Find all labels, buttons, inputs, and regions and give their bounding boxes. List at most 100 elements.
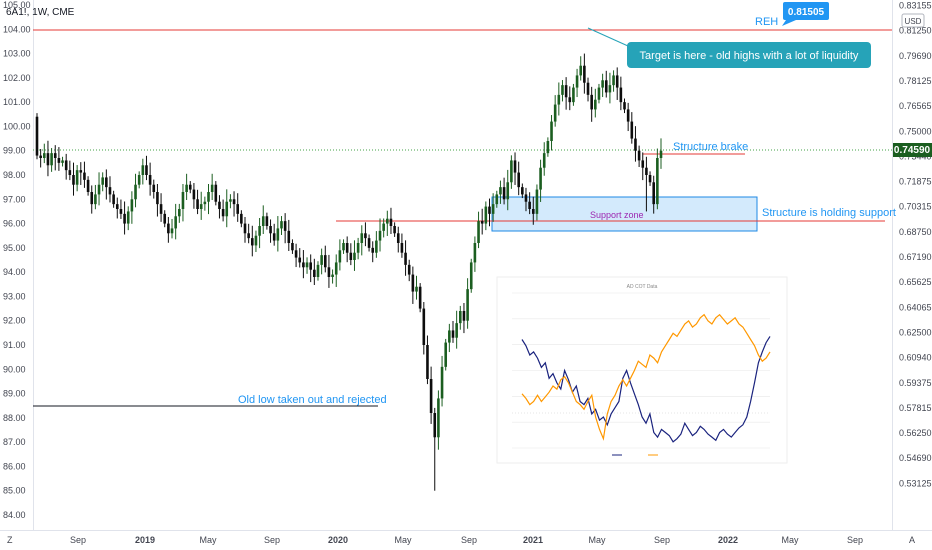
reh-price-tag[interactable]: 0.81505 bbox=[782, 2, 829, 26]
candle-down bbox=[364, 233, 367, 239]
right-axis-tick-label: 0.59375 bbox=[899, 378, 932, 388]
time-axis-tick-label: Sep bbox=[70, 535, 86, 545]
time-axis[interactable]: Sep 2019 May Sep 2020 May Sep 2021 May Sep 2022 May… bbox=[70, 535, 863, 545]
candle-up bbox=[575, 75, 579, 88]
support-zone-label[interactable]: Support zone bbox=[590, 210, 644, 220]
candle-down bbox=[524, 194, 528, 202]
candle-down bbox=[407, 264, 411, 275]
candle-down bbox=[72, 175, 75, 185]
candle-up bbox=[550, 121, 553, 141]
candle-down bbox=[108, 187, 112, 195]
currency-badge-box bbox=[901, 13, 925, 28]
candle-down bbox=[86, 179, 90, 192]
timezone-button[interactable]: Z bbox=[7, 535, 13, 545]
candle-up bbox=[546, 141, 550, 154]
candle-down bbox=[64, 160, 68, 171]
right-axis-tick-label: 0.67190 bbox=[899, 252, 932, 262]
candle-down bbox=[145, 165, 148, 175]
candle-up bbox=[276, 228, 280, 241]
candle-up bbox=[130, 199, 134, 212]
candle-up bbox=[50, 153, 53, 166]
candle-down bbox=[123, 213, 126, 224]
time-axis-tick-label: Sep bbox=[847, 535, 863, 545]
candle-down bbox=[411, 274, 415, 292]
time-axis-tick-label: 2020 bbox=[328, 535, 348, 545]
time-axis-tick-label: Sep bbox=[654, 535, 670, 545]
candle-up bbox=[134, 184, 137, 200]
candle-down bbox=[371, 247, 375, 253]
candle-up bbox=[444, 342, 448, 367]
candle-down bbox=[302, 262, 305, 268]
candle-down bbox=[192, 189, 196, 200]
candle-up bbox=[594, 99, 597, 110]
candle-down bbox=[90, 192, 94, 205]
right-axis-tick-label: 0.76565 bbox=[899, 101, 932, 111]
candle-up bbox=[225, 201, 229, 217]
structure-brake-label[interactable]: Structure brake bbox=[673, 141, 748, 153]
cot-inset-frame bbox=[496, 276, 788, 464]
candle-down bbox=[243, 223, 247, 234]
candle-up bbox=[178, 209, 181, 217]
candle-up bbox=[437, 398, 440, 438]
left-axis-tick-label: 90.00 bbox=[3, 364, 26, 374]
candle-up bbox=[258, 226, 261, 236]
candle-up bbox=[557, 94, 561, 105]
cot-gridlines bbox=[512, 292, 770, 449]
time-axis-tick-label: Sep bbox=[264, 535, 280, 545]
current-price-tag[interactable]: 0.74590 bbox=[893, 143, 932, 157]
auto-scale-button[interactable]: A bbox=[909, 535, 915, 545]
candle-up bbox=[448, 330, 451, 343]
candle-down bbox=[188, 184, 192, 190]
candle-up bbox=[174, 216, 177, 229]
target-callout-connector bbox=[587, 27, 629, 47]
candle-up bbox=[601, 80, 604, 88]
candle-down bbox=[269, 226, 272, 234]
reh-price-tag-box bbox=[783, 2, 829, 20]
candle-up bbox=[386, 218, 389, 224]
right-axis-tick-label: 0.78125 bbox=[899, 76, 932, 86]
left-axis-tick-label: 86.00 bbox=[3, 461, 26, 471]
candle-up bbox=[477, 221, 480, 243]
candle-up bbox=[499, 187, 502, 195]
candle-down bbox=[115, 204, 119, 209]
target-callout[interactable]: Target is here - old highs with a lot of… bbox=[627, 42, 871, 68]
holding-support-label[interactable]: Structure is holding support bbox=[762, 207, 896, 219]
left-price-axis[interactable]: 105.00 104.00 103.00 102.00 101.00 100.00 99.0… bbox=[3, 0, 31, 520]
candle-up bbox=[572, 87, 575, 103]
currency-badge-text: USD bbox=[905, 17, 922, 26]
target-callout-box bbox=[627, 42, 871, 68]
candle-down bbox=[345, 243, 349, 253]
candle-up bbox=[126, 211, 130, 224]
target-callout-text: Target is here - old highs with a lot of… bbox=[640, 50, 859, 62]
left-axis-tick-label: 98.00 bbox=[3, 170, 26, 180]
chart-symbol-title[interactable]: 6A1!, 1W, CME bbox=[6, 7, 75, 18]
time-axis-tick-label: May bbox=[781, 535, 799, 545]
candle-up bbox=[229, 199, 232, 202]
candle-down bbox=[433, 413, 437, 438]
candle-down bbox=[112, 194, 115, 205]
left-axis-tick-label: 104.00 bbox=[3, 24, 31, 34]
candle-down bbox=[152, 184, 156, 192]
reh-label[interactable]: REH bbox=[755, 16, 778, 28]
candle-up bbox=[506, 182, 510, 200]
left-axis-tick-label: 105.00 bbox=[3, 0, 31, 10]
candle-up bbox=[491, 204, 495, 214]
candle-down bbox=[568, 97, 572, 103]
candle-up bbox=[469, 262, 473, 290]
candle-down bbox=[513, 160, 517, 173]
candle-down bbox=[637, 150, 641, 161]
candle-down bbox=[488, 206, 491, 214]
candle-down bbox=[604, 80, 608, 93]
left-axis-tick-label: 85.00 bbox=[3, 486, 26, 496]
candle-down bbox=[349, 252, 353, 260]
candle-up bbox=[75, 170, 79, 185]
cot-inset-chart[interactable]: AD COT Data bbox=[496, 276, 788, 464]
candle-down bbox=[119, 209, 123, 214]
left-axis-tick-label: 88.00 bbox=[3, 413, 26, 423]
old-low-label[interactable]: Old low taken out and rejected bbox=[238, 394, 387, 406]
left-axis-tick-label: 103.00 bbox=[3, 49, 31, 59]
candle-down bbox=[250, 238, 254, 246]
currency-badge[interactable]: USD bbox=[901, 13, 925, 28]
